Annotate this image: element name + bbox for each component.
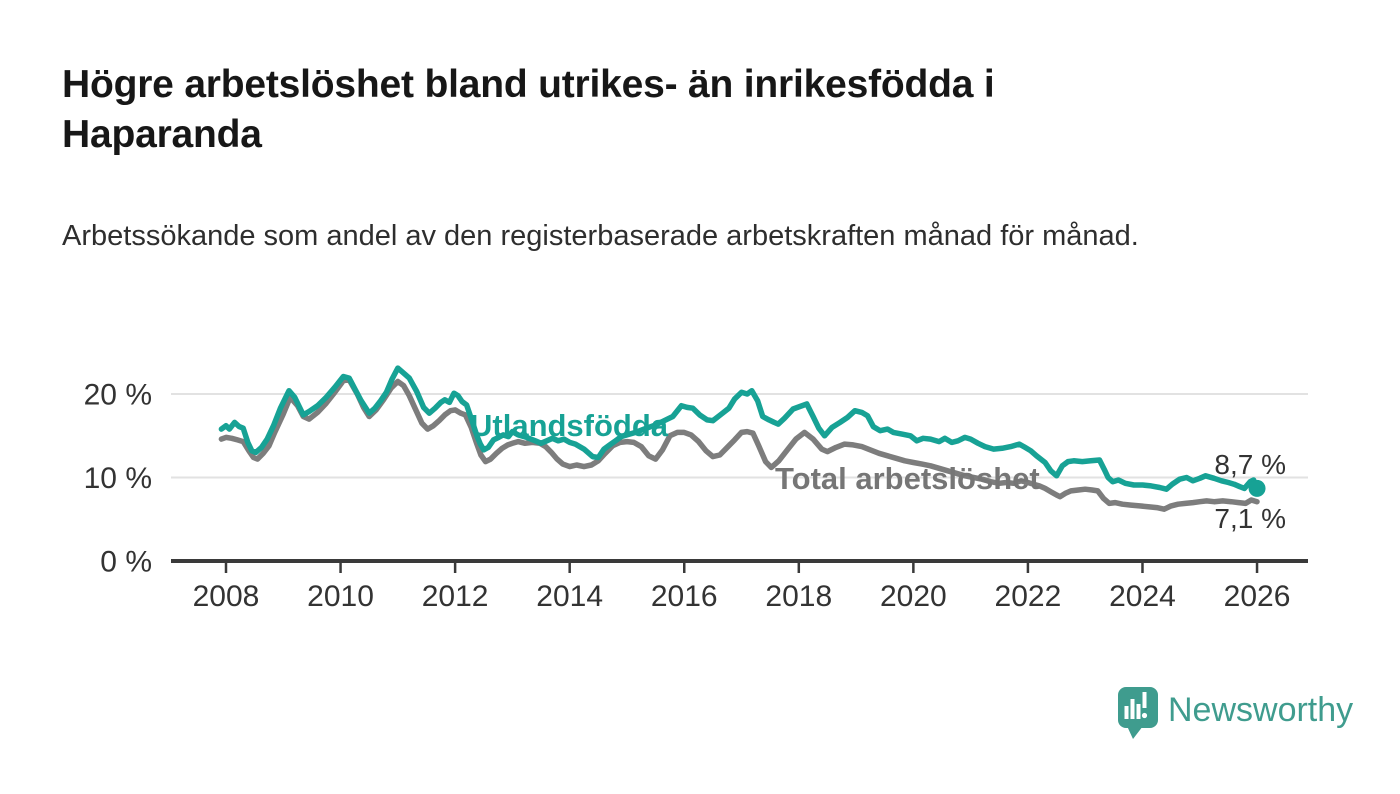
x-axis xyxy=(171,559,1308,573)
y-tick-labels: 0 % 10 % 20 % xyxy=(84,379,152,579)
x-tick-label: 2008 xyxy=(193,580,260,613)
x-tick-label: 2014 xyxy=(536,580,603,613)
x-tick-label: 2020 xyxy=(880,580,947,613)
y-tick-label: 0 % xyxy=(100,546,152,579)
x-tick-label: 2016 xyxy=(651,580,718,613)
speech-bubble-bar-chart-icon xyxy=(1118,687,1158,739)
line-utlandsfodda xyxy=(218,365,1260,492)
x-tick-label: 2024 xyxy=(1109,580,1176,613)
newsworthy-logo: Newsworthy xyxy=(1118,687,1353,739)
newsworthy-wordmark: Newsworthy xyxy=(1168,691,1353,729)
page-title: Högre arbetslöshet bland utrikes- än inr… xyxy=(62,63,995,156)
utlandsfodda-endpoint-dot xyxy=(1248,479,1266,497)
x-tick-label: 2010 xyxy=(307,580,374,613)
x-tick-label: 2026 xyxy=(1224,580,1291,613)
end-value-utlandsfodda: 8,7 % xyxy=(1214,449,1286,480)
page-subtitle: Arbetssökande som andel av den registerb… xyxy=(62,220,1139,252)
end-value-total: 7,1 % xyxy=(1214,503,1286,534)
x-tick-label: 2018 xyxy=(765,580,832,613)
line-total-arbetsloshet xyxy=(218,377,1260,512)
x-tick-labels: 2008 2010 2012 2014 2016 2018 2020 2022 2024 2026 xyxy=(193,580,1291,613)
series-label-utlandsfodda: Utlandsfödda xyxy=(470,408,669,443)
y-tick-label: 20 % xyxy=(84,379,152,412)
y-tick-label: 10 % xyxy=(84,462,152,495)
x-tick-label: 2022 xyxy=(995,580,1062,613)
x-tick-label: 2012 xyxy=(422,580,489,613)
series-label-total-arbetsloshet: Total arbetslöshet xyxy=(775,461,1040,496)
